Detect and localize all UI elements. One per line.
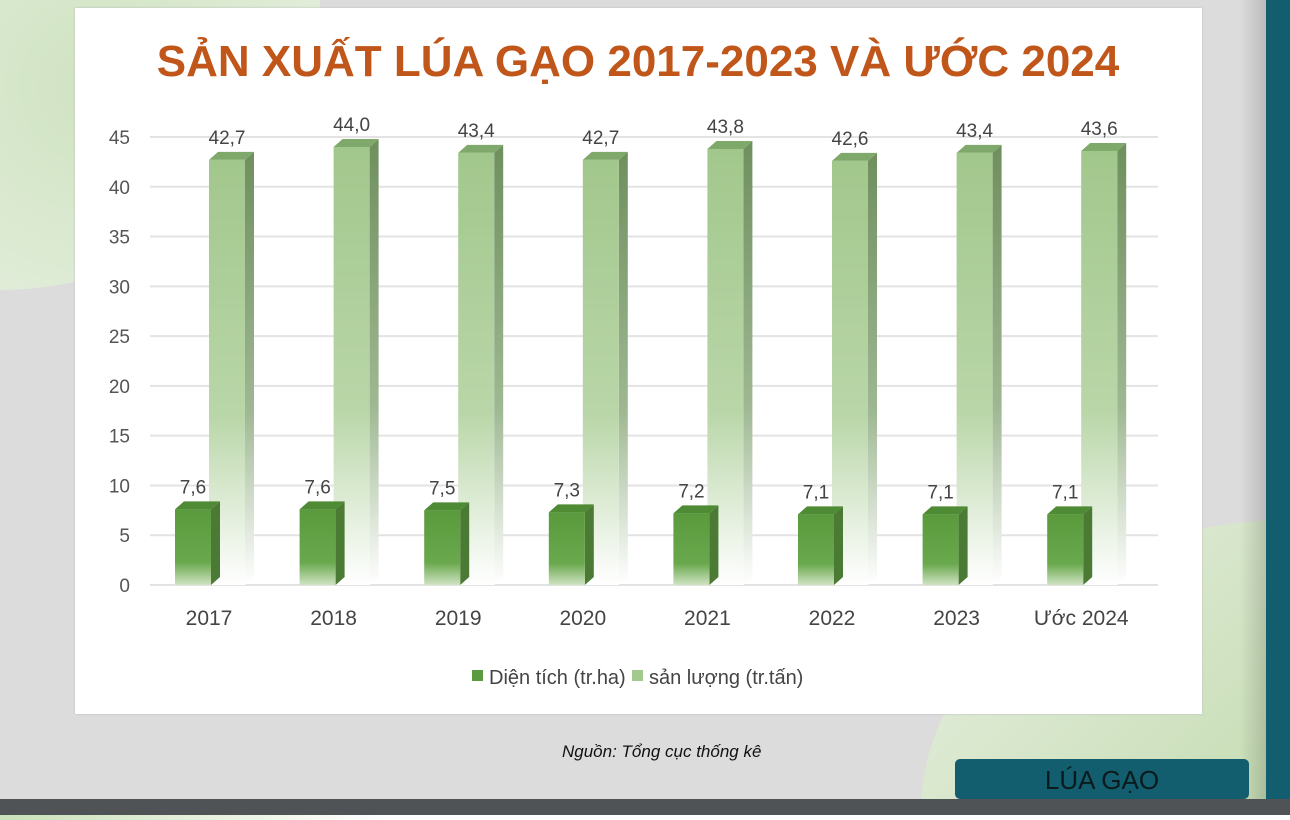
y-tick-label: 15	[109, 427, 130, 448]
data-label-dien-tich: 7,6	[304, 477, 330, 498]
bar-san-luong-top	[1081, 142, 1127, 151]
bar-dien-tich	[299, 509, 336, 585]
y-tick-label: 0	[119, 576, 130, 597]
bar-san-luong-top	[707, 140, 753, 149]
legend-label-san-luong: sản lượng (tr.tấn)	[649, 667, 803, 689]
data-label-dien-tich: 7,5	[429, 478, 455, 499]
data-label-san-luong: 42,7	[582, 128, 619, 149]
bar-san-luong-top	[832, 152, 877, 161]
y-tick-label: 30	[109, 277, 130, 298]
bar-dien-tich	[1047, 514, 1084, 585]
bar-dien-tich-top	[673, 505, 719, 514]
data-label-san-luong: 43,4	[458, 121, 495, 142]
bar-san-luong-top	[209, 151, 254, 160]
bar-dien-tich-side	[584, 504, 594, 585]
topic-badge[interactable]: LÚA GẠO	[955, 759, 1249, 799]
data-label-dien-tich: 7,3	[554, 480, 580, 501]
bottom-strip	[0, 815, 1290, 820]
bar-dien-tich-side	[460, 502, 470, 585]
y-tick-label: 45	[109, 128, 130, 149]
bar-dien-tich	[424, 510, 461, 585]
data-label-dien-tich: 7,6	[180, 477, 206, 498]
bar-dien-tich-top	[548, 504, 594, 513]
bar-dien-tich-side	[958, 506, 968, 585]
bar-dien-tich-top	[299, 501, 345, 510]
bar-san-luong-side	[1117, 142, 1127, 585]
y-tick-label: 35	[109, 228, 130, 249]
bar-san-luong-top	[458, 144, 504, 153]
bar-san-luong-side	[618, 151, 628, 586]
bar-dien-tich-top	[798, 506, 843, 515]
y-tick-label: 10	[109, 476, 130, 497]
bar-san-luong-top	[333, 138, 379, 147]
x-tick-label: Ước 2024	[1034, 607, 1129, 630]
chart-title: SẢN XUẤT LÚA GẠO 2017-2023 VÀ ƯỚC 2024	[157, 36, 1120, 86]
bar-dien-tich-top	[175, 501, 220, 510]
y-tick-label: 40	[109, 178, 130, 199]
y-tick-label: 20	[109, 377, 130, 398]
bar-san-luong-side	[369, 138, 379, 585]
bar-san-luong-side	[992, 144, 1002, 585]
bar-dien-tich	[548, 512, 585, 585]
x-tick-label: 2019	[435, 607, 482, 630]
x-tick-label: 2021	[684, 607, 731, 630]
bar-san-luong-top	[582, 151, 628, 160]
chart-panel	[75, 8, 1202, 714]
x-tick-label: 2022	[809, 607, 856, 630]
bar-dien-tich-side	[834, 506, 843, 585]
bar-dien-tich-side	[709, 505, 719, 585]
y-tick-label: 5	[119, 526, 130, 547]
bar-dien-tich	[922, 514, 959, 585]
bar-san-luong-side	[245, 151, 254, 586]
bar-dien-tich-side	[1083, 506, 1093, 585]
data-label-dien-tich: 7,1	[803, 482, 829, 503]
legend-swatch-dien-tich	[472, 670, 483, 681]
x-tick-label: 2017	[186, 607, 233, 630]
source-note: Nguồn: Tổng cục thống kê	[562, 742, 762, 761]
bar-dien-tich-side	[335, 501, 345, 585]
data-label-san-luong: 43,6	[1081, 119, 1118, 140]
bar-san-luong-top	[956, 144, 1002, 153]
bar-dien-tich-side	[211, 501, 220, 585]
bar-dien-tich-top	[1047, 506, 1093, 515]
bar-dien-tich	[175, 509, 211, 585]
data-label-san-luong: 42,6	[832, 129, 869, 150]
x-tick-label: 2018	[310, 607, 357, 630]
right-sidebar-bar	[1266, 0, 1290, 800]
data-label-dien-tich: 7,2	[678, 481, 704, 502]
data-label-san-luong: 44,0	[333, 115, 370, 136]
bar-dien-tich-top	[424, 502, 470, 511]
bar-san-luong-side	[494, 144, 504, 585]
bar-san-luong-side	[743, 140, 753, 586]
data-label-san-luong: 43,8	[707, 117, 744, 138]
bar-dien-tich	[673, 513, 710, 585]
bottom-bar	[0, 799, 1290, 815]
right-shadow	[1240, 0, 1266, 800]
data-label-san-luong: 42,7	[209, 128, 246, 149]
y-tick-label: 25	[109, 327, 130, 348]
data-label-san-luong: 43,4	[956, 121, 993, 142]
bar-dien-tich-top	[922, 506, 968, 515]
legend-label-dien-tich: Diện tích (tr.ha)	[489, 667, 626, 689]
bar-dien-tich	[798, 514, 834, 585]
data-label-dien-tich: 7,1	[1052, 482, 1078, 503]
bar-san-luong-side	[868, 152, 877, 586]
x-tick-label: 2023	[933, 607, 980, 630]
legend-swatch-san-luong	[632, 670, 643, 681]
data-label-dien-tich: 7,1	[927, 482, 953, 503]
x-tick-label: 2020	[559, 607, 606, 630]
